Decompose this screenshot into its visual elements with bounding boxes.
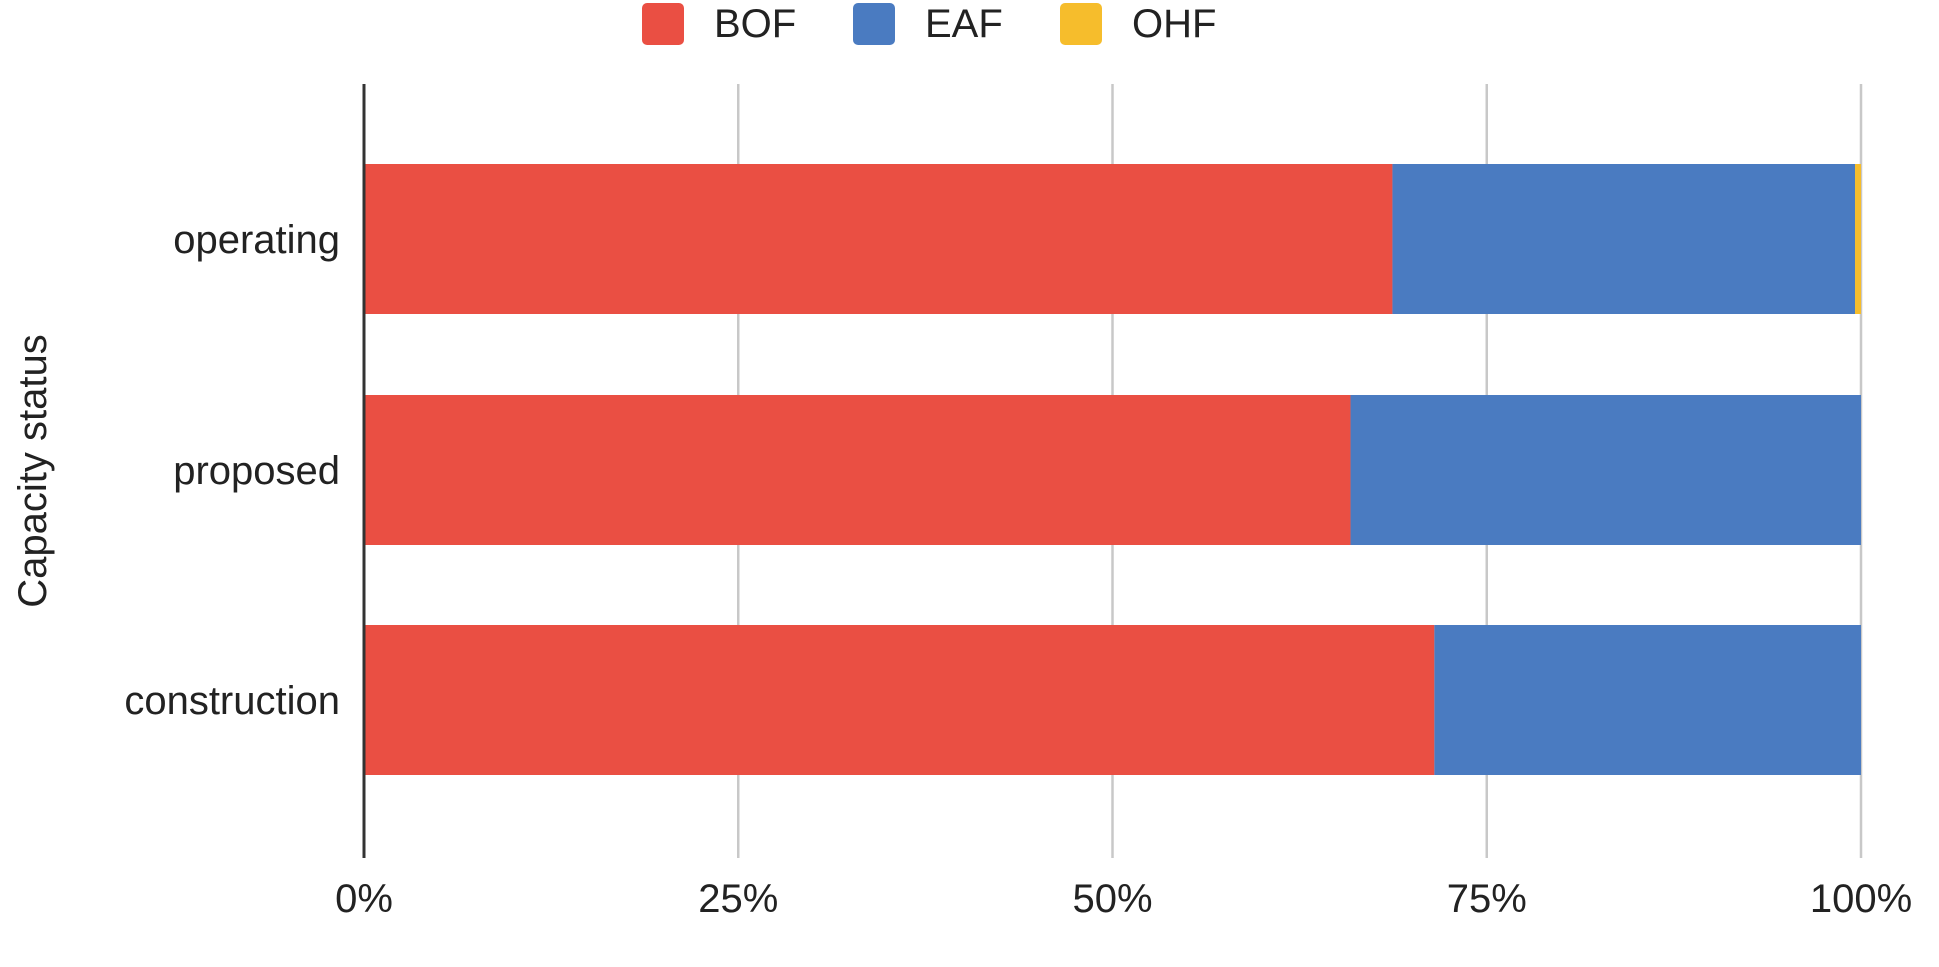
bar-construction-eaf bbox=[1434, 625, 1861, 775]
bar-proposed-eaf bbox=[1350, 395, 1861, 545]
x-tick-label: 100% bbox=[1810, 877, 1912, 921]
bar-operating-eaf bbox=[1392, 164, 1856, 314]
legend-swatch-eaf bbox=[853, 3, 895, 45]
bars bbox=[364, 164, 1861, 775]
legend-item-ohf: OHF bbox=[1060, 2, 1216, 46]
bar-operating-ohf bbox=[1855, 164, 1861, 314]
legend: BOF EAF OHF bbox=[642, 2, 1216, 46]
y-tick-label-operating: operating bbox=[173, 218, 340, 262]
legend-label-eaf: EAF bbox=[925, 2, 1003, 46]
bar-construction-bof bbox=[364, 625, 1435, 775]
legend-item-bof: BOF bbox=[642, 2, 796, 46]
x-tick-label: 50% bbox=[1072, 877, 1152, 921]
bar-proposed-bof bbox=[364, 395, 1351, 545]
y-tick-label-construction: construction bbox=[124, 679, 340, 723]
x-tick-label: 75% bbox=[1447, 877, 1527, 921]
bar-operating-bof bbox=[364, 164, 1393, 314]
x-tick-label: 25% bbox=[698, 877, 778, 921]
y-axis-title: Capacity status bbox=[11, 334, 55, 607]
legend-label-bof: BOF bbox=[714, 2, 796, 46]
x-tick-label: 0% bbox=[335, 877, 393, 921]
x-tick-labels: 0% 25% 50% 75% 100% bbox=[335, 877, 1912, 921]
y-tick-label-proposed: proposed bbox=[173, 449, 340, 493]
legend-item-eaf: EAF bbox=[853, 2, 1003, 46]
y-tick-labels: operating proposed construction bbox=[124, 218, 340, 723]
legend-swatch-bof bbox=[642, 3, 684, 45]
legend-swatch-ohf bbox=[1060, 3, 1102, 45]
legend-label-ohf: OHF bbox=[1132, 2, 1216, 46]
